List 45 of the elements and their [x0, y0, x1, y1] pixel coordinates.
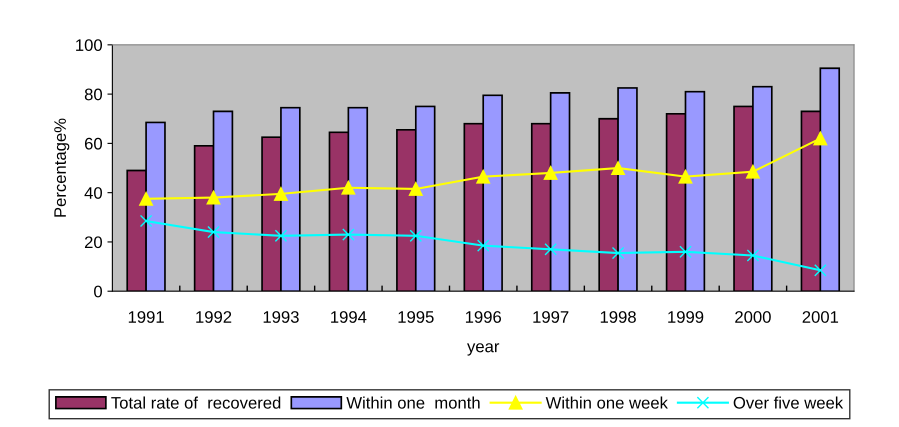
point [813, 132, 828, 146]
point [274, 230, 288, 242]
y-tick-label: 0 [94, 286, 102, 298]
x-tick-label: 1997 [533, 311, 568, 323]
point [341, 180, 356, 195]
legend-label: Total rate of recovered [111, 396, 280, 409]
x-tick-label: 1995 [398, 311, 434, 323]
point [139, 192, 154, 206]
x-tick-label: 2000 [735, 311, 771, 323]
x-tick-label: 1998 [600, 311, 636, 323]
x-tick-label: 1996 [466, 311, 502, 323]
legend-label: Within one week [546, 396, 668, 409]
y-tick-label: 40 [84, 187, 102, 199]
x-axis-title: year [467, 343, 500, 356]
x-tick-label: 1999 [668, 311, 704, 323]
point [274, 186, 288, 201]
point [679, 246, 692, 258]
y-tick-label: 80 [84, 88, 102, 100]
point [408, 182, 423, 196]
x-tick-label: 2001 [802, 311, 838, 323]
y-tick-label: 20 [84, 236, 102, 248]
point [140, 214, 152, 228]
y-axis-title: Percentage% [54, 118, 70, 217]
point [476, 239, 490, 252]
point [410, 230, 422, 242]
point [746, 164, 760, 179]
x-tick-label: 1991 [128, 311, 164, 323]
point [476, 170, 490, 184]
x-tick-label: 1994 [331, 311, 366, 323]
y-tick-label: 100 [76, 39, 102, 52]
point [678, 170, 692, 184]
point [746, 249, 760, 262]
point [207, 226, 220, 238]
point [814, 264, 827, 277]
point [342, 228, 355, 241]
point [544, 166, 558, 180]
x-tick-label: 1992 [196, 311, 232, 323]
point [544, 243, 557, 256]
legend-label: Within one month [346, 396, 480, 409]
point [612, 246, 624, 260]
y-tick-label: 60 [84, 138, 102, 150]
x-tick-label: 1993 [264, 311, 299, 323]
legend-label: Over five week [734, 396, 844, 409]
point [206, 190, 220, 205]
point [611, 161, 626, 175]
